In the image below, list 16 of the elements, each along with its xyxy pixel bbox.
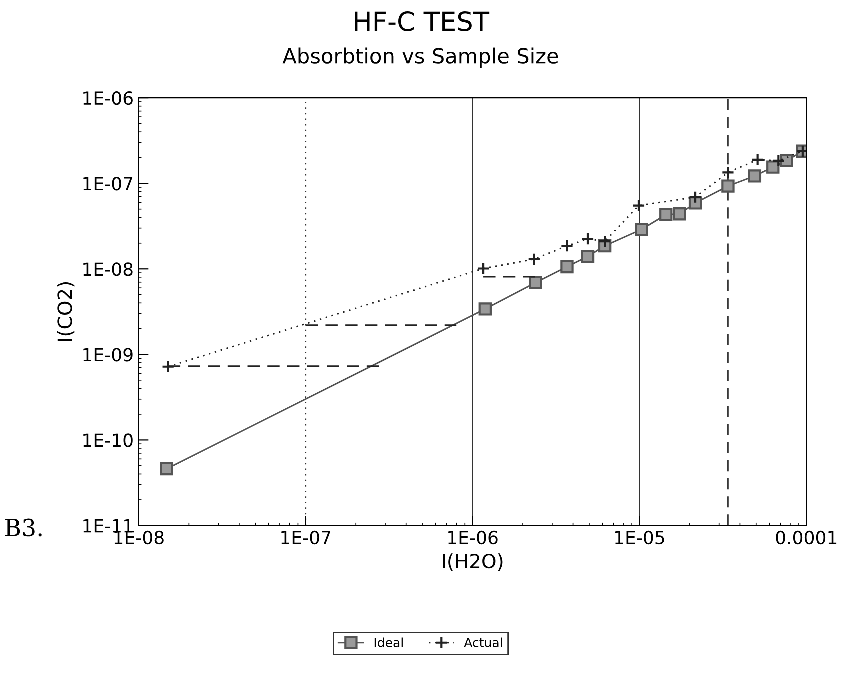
y-tick-label: 1E-06 bbox=[84, 92, 133, 106]
chart-title: HF-C TEST bbox=[355, 12, 490, 32]
x-tick-label: 0.0001 bbox=[776, 530, 837, 545]
legend-label: Actual bbox=[464, 638, 502, 648]
y-tick-label: 1E-07 bbox=[84, 177, 133, 191]
x-tick-label: 1E-05 bbox=[616, 530, 664, 545]
y-tick-label: 1E-10 bbox=[84, 434, 133, 448]
legend-label: Ideal bbox=[374, 638, 403, 648]
x-axis-title: I(H2O) bbox=[443, 554, 503, 571]
text: B3. bbox=[6, 518, 42, 537]
y-tick-label: 1E-09 bbox=[84, 348, 133, 362]
chart-subtitle: Absorbtion vs Sample Size bbox=[282, 48, 558, 68]
x-tick-label: 1E-06 bbox=[448, 530, 498, 545]
y-tick-label: 1E-08 bbox=[84, 262, 133, 276]
x-tick-label: 1E-07 bbox=[282, 530, 331, 545]
y-axis-title: I(CO2) bbox=[57, 282, 75, 342]
